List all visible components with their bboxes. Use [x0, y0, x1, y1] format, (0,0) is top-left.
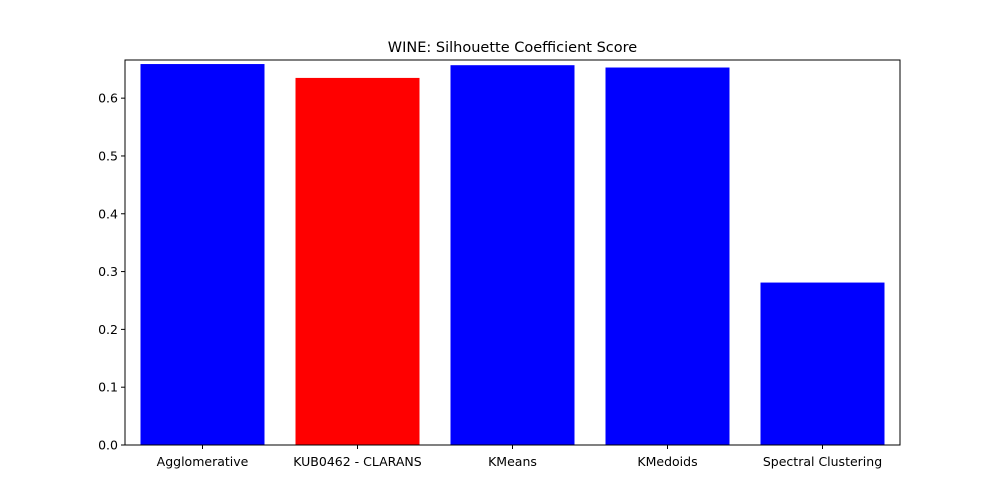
- bar-1: [295, 77, 420, 446]
- bar-4: [760, 282, 885, 445]
- bar-2: [450, 65, 575, 445]
- x-tick-label-0: Agglomerative: [157, 454, 249, 469]
- bar-3: [605, 67, 730, 446]
- y-tick-label-6: 0.6: [98, 91, 118, 106]
- y-tick-label-5: 0.5: [98, 148, 118, 163]
- x-tick-label-4: Spectral Clustering: [763, 454, 882, 469]
- bar-0: [140, 64, 265, 446]
- y-tick-label-3: 0.3: [98, 264, 118, 279]
- x-tick-label-3: KMedoids: [637, 454, 697, 469]
- chart-title: WINE: Silhouette Coefficient Score: [388, 40, 637, 56]
- plot-area: 0.0 0.1 0.2 0.3 0.4 0.5 0.6 Agglomerative KUB046…: [98, 59, 901, 469]
- y-tick-label-4: 0.4: [98, 206, 118, 221]
- x-tick-label-1: KUB0462 - CLARANS: [293, 454, 421, 469]
- x-tick-label-2: KMeans: [488, 454, 537, 469]
- y-tick-label-1: 0.1: [98, 380, 118, 395]
- y-tick-label-2: 0.2: [98, 322, 118, 337]
- y-tick-label-0: 0.0: [98, 438, 118, 453]
